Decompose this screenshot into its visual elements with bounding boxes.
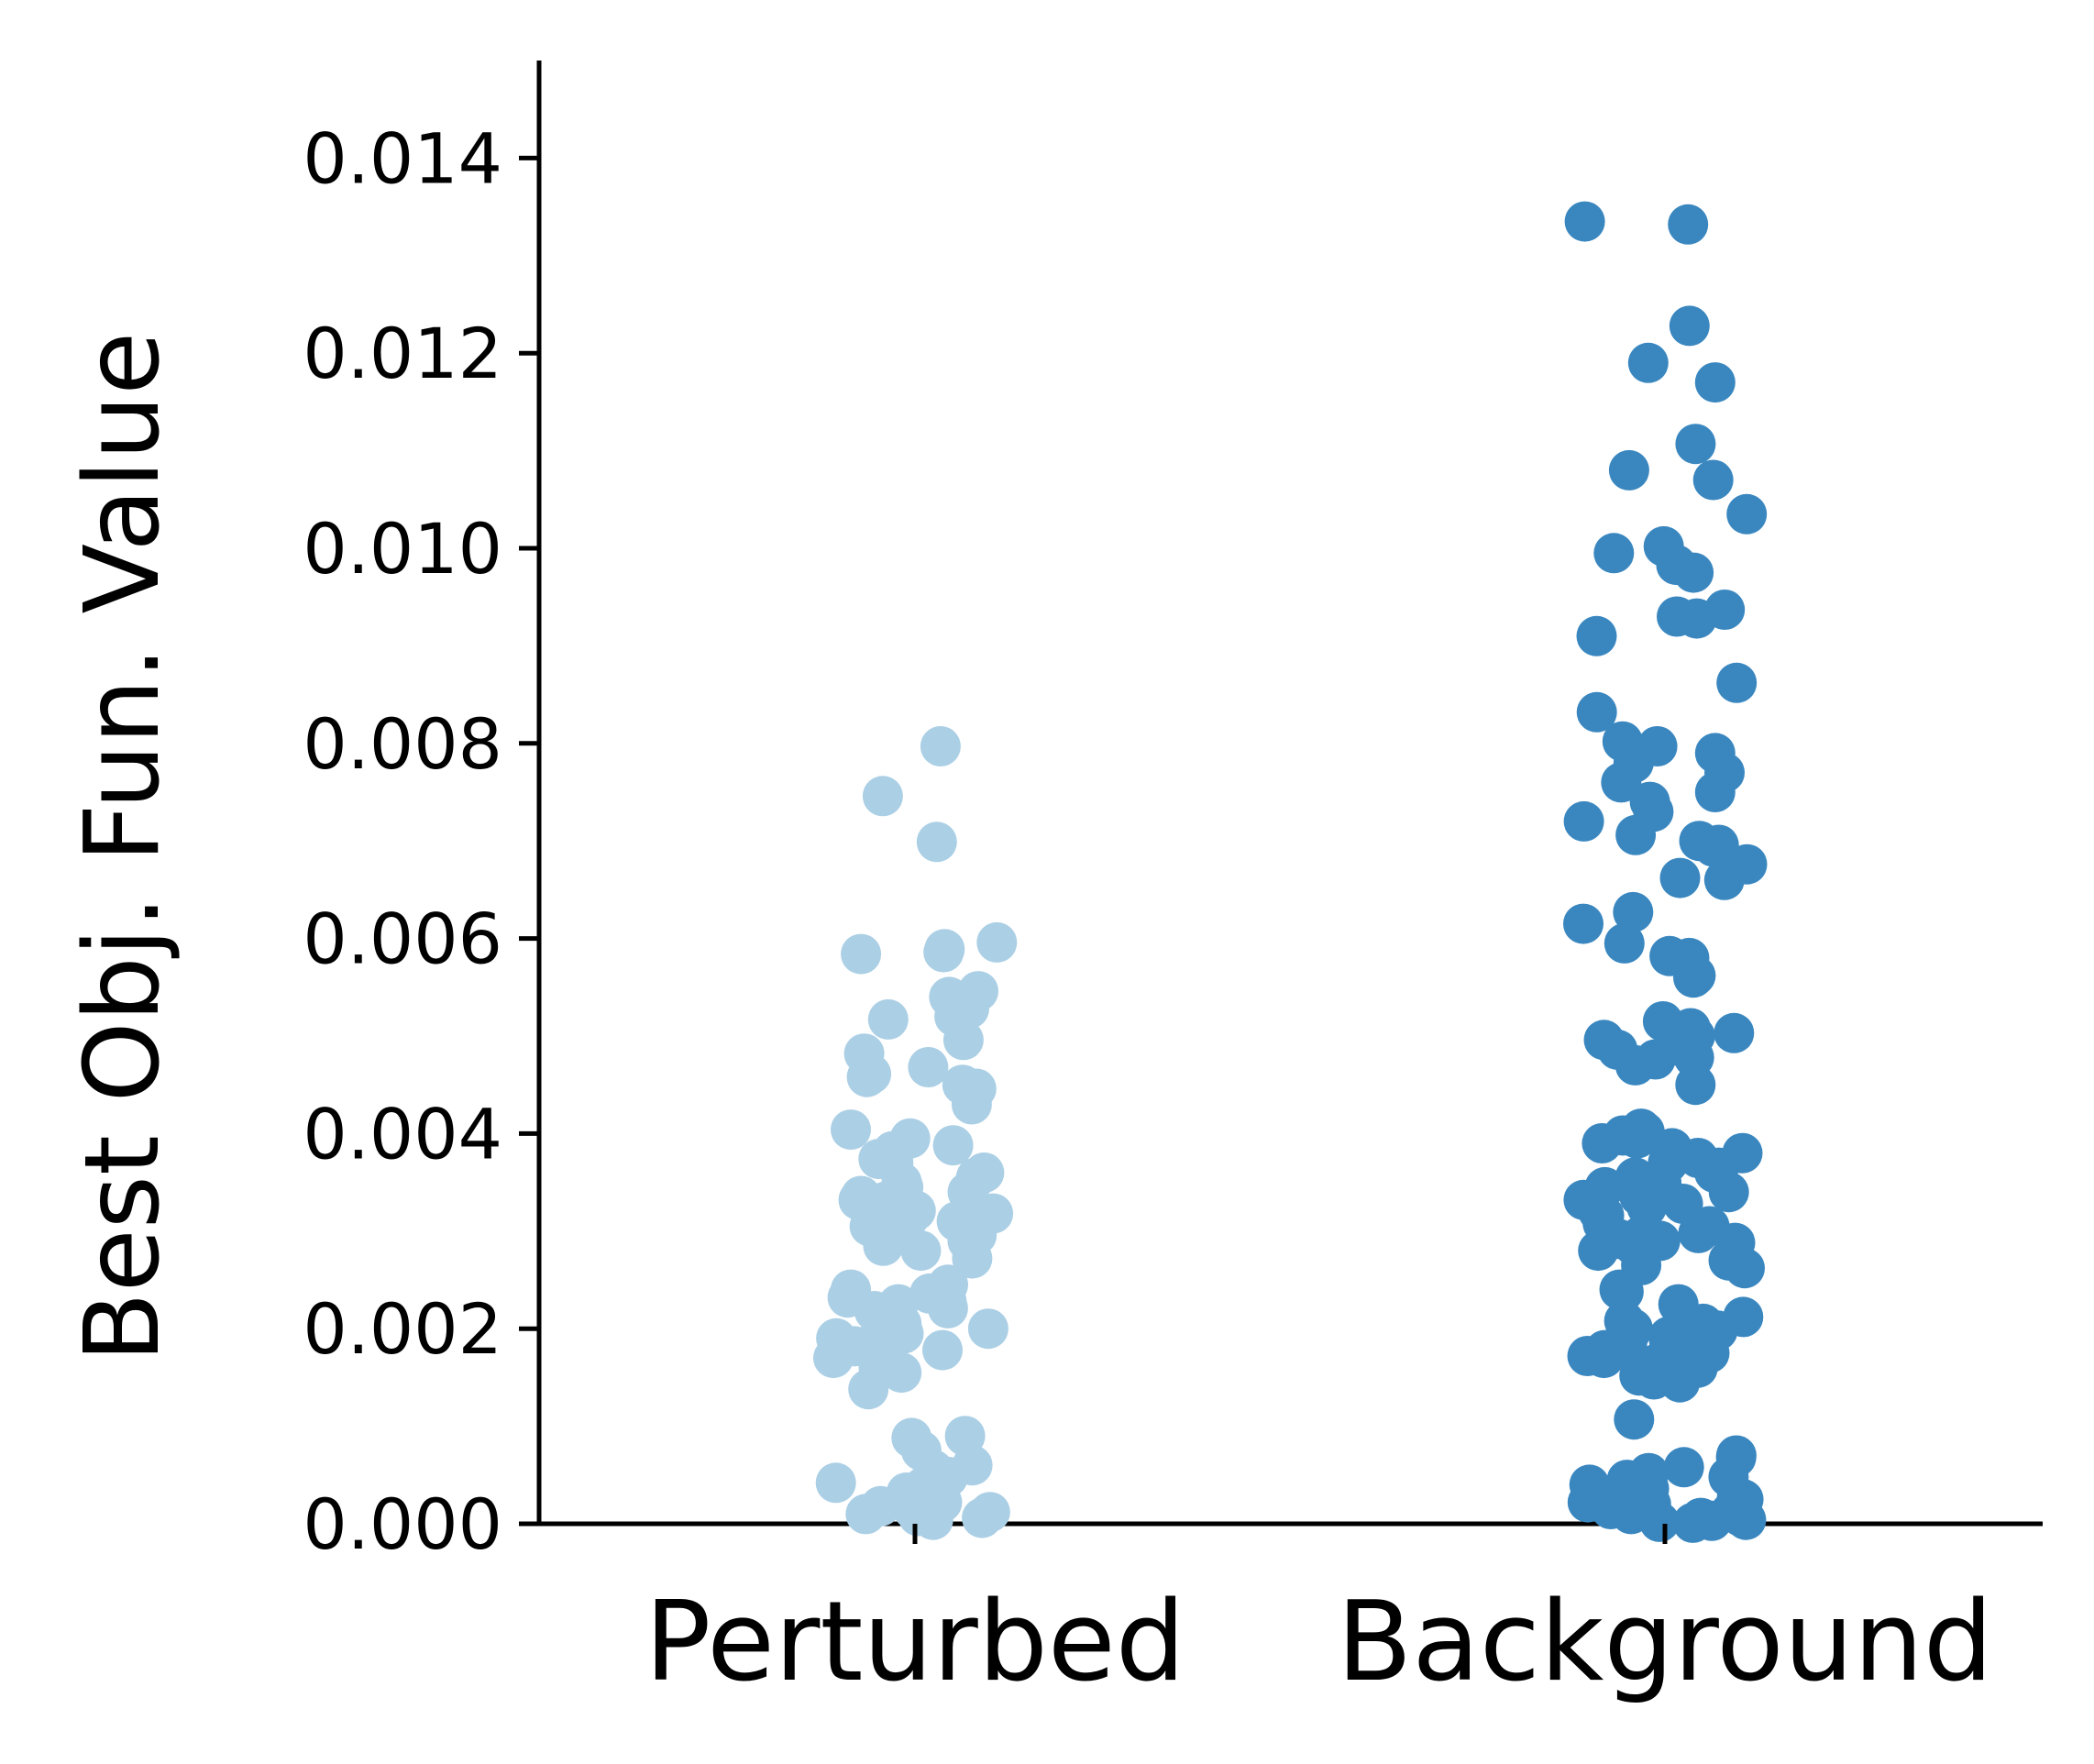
background-point <box>1604 922 1645 964</box>
background-point <box>1576 691 1617 733</box>
y-tick-label: 0.012 <box>303 313 502 394</box>
background-point <box>1676 598 1717 639</box>
background-point <box>1716 662 1758 703</box>
perturbed-point <box>916 821 957 863</box>
background-point <box>1678 1212 1719 1253</box>
perturbed-point <box>867 998 909 1040</box>
background-point <box>1593 533 1635 574</box>
background-point <box>1603 1271 1644 1312</box>
perturbed-point <box>848 1369 889 1410</box>
background-point <box>1673 552 1714 593</box>
background-point <box>1659 857 1701 899</box>
perturbed-point <box>815 1462 856 1504</box>
y-tick-label: 0.002 <box>303 1288 502 1370</box>
y-ticks: 0.000 0.002 0.004 0.006 0.008 0.010 0.012 0.014 <box>303 117 539 1565</box>
background-point <box>1694 362 1736 403</box>
background-point <box>1725 1499 1767 1540</box>
perturbed-point <box>932 1125 974 1166</box>
background-point <box>1668 204 1709 245</box>
perturbed-point <box>912 1499 953 1540</box>
background-point <box>1576 615 1617 656</box>
background-point <box>1693 826 1734 867</box>
y-tick-label: 0.000 <box>303 1483 502 1565</box>
data-points <box>813 201 1768 1543</box>
perturbed-point <box>831 1109 871 1151</box>
perturbed-point <box>845 1494 887 1535</box>
perturbed-point <box>862 776 903 817</box>
perturbed-point <box>900 1230 942 1272</box>
perturbed-point <box>976 921 1018 963</box>
perturbed-point <box>952 1238 993 1279</box>
background-point <box>1563 800 1604 842</box>
background-point <box>1563 903 1604 944</box>
background-point <box>1615 1044 1656 1086</box>
background-point <box>1692 459 1734 501</box>
background-point <box>1613 891 1654 932</box>
background-point <box>1673 957 1714 998</box>
perturbed-point <box>908 1047 949 1087</box>
axes <box>536 61 2043 1527</box>
background-point <box>1564 201 1605 242</box>
x-categories: Perturbed Background <box>645 1524 1993 1706</box>
background-point <box>1672 1502 1714 1543</box>
y-tick-label: 0.014 <box>303 117 502 199</box>
background-point <box>1583 1338 1625 1379</box>
background-point <box>1578 1230 1619 1272</box>
perturbed-point <box>813 1338 854 1379</box>
perturbed-point <box>841 933 882 975</box>
y-tick-label: 0.006 <box>303 899 502 980</box>
background-point <box>1675 424 1716 465</box>
perturbed-point <box>846 1056 887 1097</box>
background-point <box>1703 859 1745 900</box>
perturbed-point <box>922 1329 963 1371</box>
background-point <box>1675 1064 1716 1106</box>
perturbed-point <box>927 1287 968 1329</box>
background-point <box>1614 1399 1655 1440</box>
y-tick-label: 0.008 <box>303 703 502 785</box>
perturbed-point <box>942 1020 984 1061</box>
y-tick-label: 0.010 <box>303 508 502 590</box>
y-tick-label: 0.004 <box>303 1093 502 1174</box>
background-point <box>1669 305 1710 347</box>
background-point <box>1725 1248 1765 1289</box>
background-point <box>1627 342 1669 383</box>
perturbed-point <box>920 726 961 766</box>
x-category-label: Background <box>1337 1579 1993 1706</box>
perturbed-point <box>881 1352 922 1394</box>
background-point <box>1639 1501 1681 1542</box>
background-point <box>1694 772 1736 812</box>
background-point <box>1726 493 1768 535</box>
background-point <box>1708 1172 1749 1213</box>
x-category-label: Perturbed <box>645 1579 1185 1706</box>
background-point <box>1663 1447 1704 1488</box>
background-point <box>1582 1123 1623 1163</box>
perturbed-point <box>967 1308 1008 1350</box>
perturbed-point <box>923 932 964 973</box>
background-point <box>1615 814 1657 855</box>
background-point <box>1659 1362 1701 1403</box>
perturbed-point <box>962 1497 1003 1538</box>
perturbed-point <box>951 1084 992 1125</box>
background-point <box>1601 762 1642 803</box>
background-point <box>1714 1012 1755 1053</box>
background-point <box>1616 1118 1658 1159</box>
background-point <box>1608 449 1649 491</box>
y-axis-title: Best Obj. Fun. Value <box>63 332 182 1362</box>
perturbed-point <box>863 1225 904 1266</box>
